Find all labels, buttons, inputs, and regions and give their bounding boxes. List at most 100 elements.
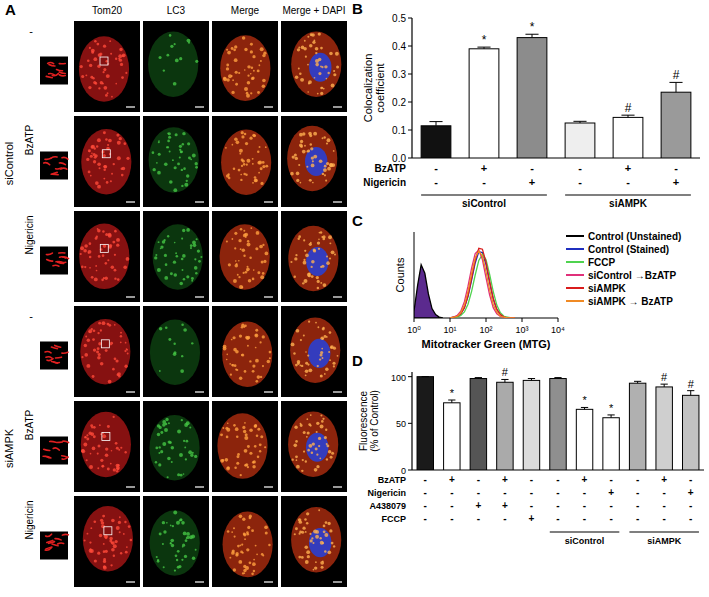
speckle xyxy=(267,360,270,363)
speckle xyxy=(103,86,107,90)
speckle xyxy=(83,443,87,447)
speckle xyxy=(167,146,169,148)
axes: 10⁰10¹10²10³10⁴ xyxy=(407,232,565,335)
speckle xyxy=(265,252,269,256)
speckle xyxy=(244,572,246,574)
speckle xyxy=(181,323,184,326)
cell-body xyxy=(220,35,270,101)
condition-value: - xyxy=(556,487,559,498)
speckle xyxy=(191,277,194,280)
micrograph xyxy=(143,496,209,587)
mito xyxy=(47,359,53,361)
micrograph xyxy=(281,116,347,207)
speckle xyxy=(247,65,250,68)
speckle xyxy=(124,451,126,453)
speckle xyxy=(320,415,322,417)
x-tick xyxy=(486,318,487,322)
speckle xyxy=(262,84,266,88)
speckle xyxy=(155,461,157,463)
speckle xyxy=(183,328,187,332)
legend-label: Control (Stained) xyxy=(588,244,669,255)
speckle xyxy=(179,145,182,148)
speckle xyxy=(87,60,90,63)
bar xyxy=(613,117,643,158)
speckle xyxy=(303,47,307,51)
speckle xyxy=(86,158,89,161)
speckle xyxy=(174,43,176,45)
speckle xyxy=(107,144,109,146)
speckle xyxy=(95,181,99,185)
speckle xyxy=(300,364,302,366)
speckle xyxy=(167,235,169,237)
speckle xyxy=(255,380,258,383)
group-line xyxy=(550,531,620,532)
scale-bar xyxy=(195,486,204,487)
y-tick xyxy=(408,376,412,377)
speckle xyxy=(105,447,108,450)
speckle xyxy=(315,535,319,539)
speckle xyxy=(227,530,230,533)
speckle xyxy=(115,83,117,85)
mito xyxy=(59,63,65,65)
speckle xyxy=(297,362,300,365)
speckle xyxy=(320,374,323,377)
speckle xyxy=(229,363,231,365)
speckle xyxy=(124,365,127,368)
mito xyxy=(56,441,62,443)
scale-bar xyxy=(333,106,342,107)
mito xyxy=(63,441,69,442)
speckle xyxy=(331,250,335,254)
speckle xyxy=(254,424,258,428)
speckle xyxy=(162,442,166,446)
speckle xyxy=(197,249,200,252)
speckle xyxy=(177,473,180,476)
speckle xyxy=(112,368,115,371)
micrograph xyxy=(212,306,278,397)
speckle xyxy=(105,277,108,280)
speckle xyxy=(167,476,169,478)
speckle xyxy=(243,569,246,572)
speckle xyxy=(89,256,92,259)
speckle xyxy=(103,45,106,48)
speckle xyxy=(305,351,307,353)
condition-value: - xyxy=(663,500,666,511)
speckle xyxy=(97,467,99,469)
speckle xyxy=(311,156,314,159)
x-axis xyxy=(412,157,700,158)
mito xyxy=(51,347,57,349)
column-header: Merge xyxy=(231,5,260,16)
speckle xyxy=(320,47,323,50)
speckle xyxy=(190,247,192,249)
speckle xyxy=(93,81,96,84)
series-line xyxy=(450,254,515,318)
micrograph-bg xyxy=(281,116,347,207)
speckle xyxy=(80,65,83,68)
error-bar xyxy=(607,415,614,418)
speckle xyxy=(234,232,237,235)
speckle xyxy=(103,244,107,248)
speckle xyxy=(126,348,128,350)
speckle xyxy=(85,336,87,338)
speckle xyxy=(292,458,294,460)
speckle xyxy=(179,157,181,159)
speckle xyxy=(334,254,336,256)
mito xyxy=(55,539,61,540)
condition-value: + xyxy=(502,474,508,485)
speckle xyxy=(84,266,86,268)
speckle xyxy=(243,173,246,176)
speckle xyxy=(319,159,323,163)
speckle xyxy=(182,132,185,135)
speckle xyxy=(296,465,300,469)
speckle xyxy=(109,40,111,42)
speckle xyxy=(86,364,90,368)
speckle xyxy=(192,154,196,158)
axis-title-line: coefficient xyxy=(374,63,386,112)
speckle xyxy=(102,230,105,233)
speckle xyxy=(294,533,296,535)
speckle xyxy=(233,336,236,339)
speckle xyxy=(116,470,119,473)
speckle xyxy=(223,77,226,80)
speckle xyxy=(250,50,253,53)
speckle xyxy=(170,542,172,544)
speckle xyxy=(193,244,197,248)
